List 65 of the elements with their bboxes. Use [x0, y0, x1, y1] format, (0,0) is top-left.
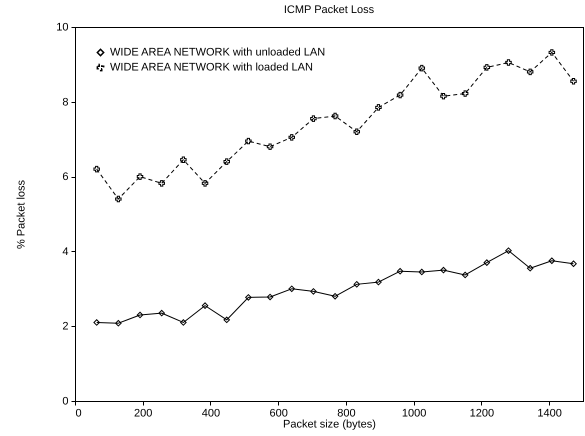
point	[375, 278, 382, 286]
point	[288, 286, 295, 292]
point	[158, 310, 165, 316]
point	[332, 112, 338, 120]
point	[396, 92, 404, 98]
y-axis-title: % Packet loss	[15, 179, 28, 250]
point	[354, 281, 360, 288]
point	[548, 49, 556, 56]
point	[440, 266, 447, 274]
point	[484, 64, 490, 71]
point	[93, 319, 100, 326]
point	[418, 268, 426, 276]
y-tick-label: 8	[62, 96, 68, 108]
point	[136, 312, 144, 318]
point	[354, 128, 360, 135]
point	[570, 78, 577, 84]
point	[310, 288, 317, 295]
x-tick-label: 1400	[537, 408, 562, 420]
point	[288, 134, 295, 141]
point	[418, 64, 426, 72]
point	[526, 264, 534, 272]
y-tick-label: 0	[62, 396, 68, 408]
point	[202, 180, 208, 187]
chart-title: ICMP Packet Loss	[284, 4, 375, 16]
legend-label: WIDE AREA NETWORK with loaded LAN	[110, 62, 314, 74]
x-tick-label: 800	[337, 408, 356, 420]
y-tick-label: 10	[56, 22, 68, 34]
point	[245, 294, 252, 301]
point	[548, 258, 556, 264]
point	[332, 293, 338, 300]
x-tick-label: 0	[76, 408, 82, 420]
point	[570, 260, 577, 267]
point	[93, 166, 100, 172]
point	[266, 143, 274, 150]
legend-label: WIDE AREA NETWORK with unloaded LAN	[110, 46, 326, 58]
point	[180, 319, 187, 326]
point	[526, 68, 534, 76]
point	[505, 247, 512, 254]
x-tick-label: 400	[202, 408, 220, 420]
point	[115, 320, 122, 326]
point	[440, 92, 447, 100]
point	[136, 173, 144, 180]
point	[396, 268, 404, 274]
point	[158, 180, 165, 187]
point	[310, 115, 317, 122]
point	[266, 294, 274, 300]
x-axis-title: Packet size (bytes)	[283, 418, 376, 430]
point	[223, 158, 230, 165]
x-tick-label: 600	[270, 408, 288, 420]
point	[462, 272, 468, 278]
point	[505, 59, 512, 66]
x-tick-label: 1200	[470, 408, 494, 420]
point	[180, 156, 187, 164]
point	[202, 302, 208, 309]
y-tick-label: 4	[62, 246, 68, 258]
point	[484, 259, 490, 266]
point	[375, 104, 382, 111]
y-tick-label: 6	[62, 171, 68, 184]
y-tick-label: 2	[62, 320, 68, 333]
x-tick-label: 1000	[402, 408, 426, 420]
point	[245, 138, 252, 144]
point	[115, 196, 122, 202]
x-tick-label: 200	[134, 408, 152, 420]
point	[223, 316, 230, 324]
point	[462, 90, 468, 97]
